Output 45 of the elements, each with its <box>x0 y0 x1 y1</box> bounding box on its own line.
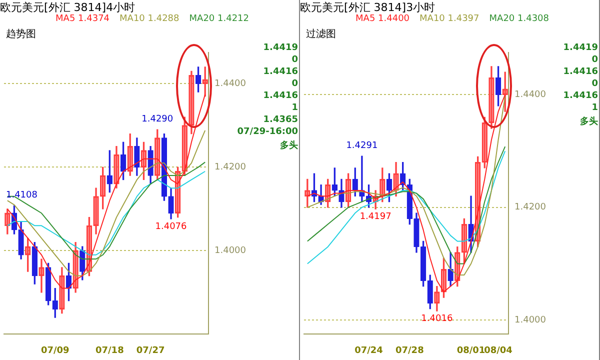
text: 0 <box>292 55 298 65</box>
annotation: 1.4291 <box>346 140 378 151</box>
text: MA10 1.4288 <box>120 14 180 26</box>
x-tick-label: 07/18 <box>95 346 124 356</box>
text: 0 <box>592 79 598 89</box>
text: 1.4416 <box>263 91 298 101</box>
y-tick-label: 1.4000 <box>514 315 546 326</box>
x-tick-label: 07/24 <box>354 346 383 356</box>
text: MA5 1.4400 <box>356 14 410 26</box>
y-tick-label: 1.4000 <box>214 246 246 256</box>
y-tick-label: 1.4400 <box>514 90 546 100</box>
text: 0 <box>292 79 298 89</box>
x-tick-label: 07/27 <box>136 346 165 356</box>
y-tick-label: 1.4400 <box>214 79 246 90</box>
chart-title: 欧元美元[外汇 3814]4小时 <box>0 0 136 14</box>
text: 1 <box>592 103 598 113</box>
annotation: 1.4290 <box>142 114 174 124</box>
text: MA20 1.4212 <box>189 14 249 26</box>
chart-subtitle: 过滤图 <box>305 28 337 41</box>
text: 07/29-16:00 <box>237 127 298 137</box>
text: 1.4419 <box>563 43 598 53</box>
y-tick-label: 1.4200 <box>214 162 246 173</box>
x-tick-label: 08/01 <box>456 346 486 356</box>
text: 1 <box>292 103 298 113</box>
annotation: 1.4016 <box>421 314 453 324</box>
annotation: 1.4076 <box>155 222 188 232</box>
text: 多头 <box>580 115 598 128</box>
chart-subtitle: 趋势图 <box>5 28 37 41</box>
chart-title: 欧元美元[外汇 3814]3小时 <box>300 0 436 14</box>
text: 1.4365 <box>263 115 298 125</box>
text: 1.4416 <box>263 67 298 77</box>
annotation: 1.4108 <box>6 190 38 200</box>
x-tick-label: 07/28 <box>395 346 424 356</box>
x-tick-label: 08/04 <box>484 346 512 356</box>
text: MA5 1.4374 <box>56 14 110 26</box>
y-tick-label: 1.4200 <box>514 202 546 213</box>
text: MA20 1.4308 <box>489 14 549 26</box>
text: 0 <box>592 55 598 65</box>
text: 多头 <box>280 139 298 152</box>
annotation: 1.4197 <box>360 212 392 222</box>
x-tick-label: 07/09 <box>40 346 70 356</box>
text: MA10 1.4397 <box>420 14 480 26</box>
text: 1.4416 <box>563 91 598 101</box>
text: 1.4416 <box>563 67 598 77</box>
text: 1.4419 <box>263 43 298 53</box>
